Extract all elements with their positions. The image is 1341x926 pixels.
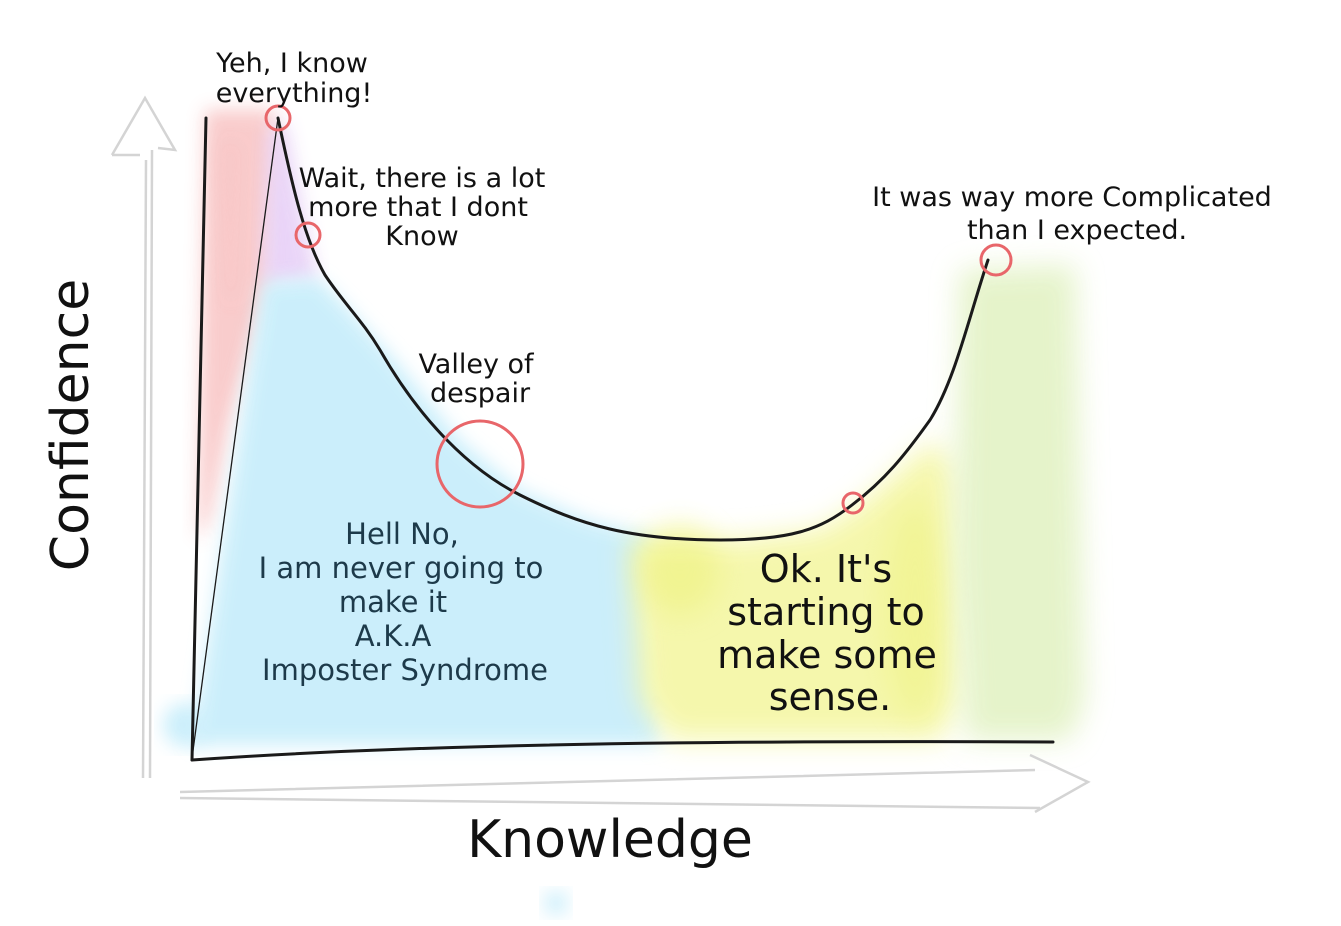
ok-line-4: sense. <box>769 675 892 719</box>
ok-line-2: starting to <box>727 590 925 634</box>
valley-line-2: despair <box>430 378 531 409</box>
peak-line-2: everything! <box>216 78 373 109</box>
zone-purple <box>262 120 318 285</box>
x-axis-label: Knowledge <box>467 810 753 870</box>
wait-line-2: more that I dont <box>308 192 528 223</box>
zone-red-streak <box>215 140 245 300</box>
zone-yellow <box>630 440 960 740</box>
zone-yellow-blob <box>640 525 720 615</box>
zone-red <box>198 110 275 540</box>
y-axis-line <box>190 116 208 762</box>
ok-line-3: make some <box>717 633 937 677</box>
wait-line-3: Know <box>385 221 458 252</box>
annotation-peak: Yeh, I know everything! <box>215 48 372 109</box>
x-guide-arrow <box>179 753 1091 814</box>
zone-blue-dot <box>544 891 568 915</box>
ok-line-1: Ok. It's <box>760 547 892 591</box>
y-axis-label: Confidence <box>41 279 101 571</box>
confidence-curve <box>276 116 990 542</box>
annotation-ok: Ok. It's starting to make some sense. <box>717 547 937 719</box>
complicated-line-2: than I expected. <box>967 215 1187 246</box>
hell-no-line-4: A.K.A <box>355 619 432 653</box>
annotation-wait: Wait, there is a lot more that I dont Kn… <box>299 163 546 252</box>
wait-line-1: Wait, there is a lot <box>299 163 546 194</box>
marker-complicated <box>979 243 1013 277</box>
y-guide-arrow <box>110 95 178 779</box>
peak-line-1: Yeh, I know <box>215 48 368 79</box>
complicated-line-1: It was way more Complicated <box>872 182 1272 213</box>
x-axis-line <box>190 740 1055 762</box>
hell-no-line-3: make it <box>339 585 447 619</box>
valley-line-1: Valley of <box>418 349 535 380</box>
marker-ok <box>841 491 865 515</box>
hell-no-line-2: I am never going to <box>259 551 544 585</box>
marker-peak <box>264 104 292 132</box>
guide-arrows <box>110 95 1091 814</box>
markers <box>264 104 1013 515</box>
hell-no-line-1: Hell No, <box>345 517 459 551</box>
color-zones <box>163 110 1085 915</box>
rising-line <box>191 117 279 759</box>
annotation-valley: Valley of despair <box>418 349 535 409</box>
annotation-hell-no: Hell No, I am never going to make it A.K… <box>259 517 548 687</box>
hell-no-line-5: Imposter Syndrome <box>262 653 548 687</box>
zone-green <box>955 265 1085 740</box>
zone-blue-blob <box>163 703 207 747</box>
marker-valley <box>435 419 525 509</box>
axes <box>190 116 1055 762</box>
zone-yellow-blob-2 <box>883 500 947 720</box>
annotation-complicated: It was way more Complicated than I expec… <box>872 182 1272 246</box>
marker-wait <box>294 221 322 249</box>
zone-blue <box>192 278 660 745</box>
